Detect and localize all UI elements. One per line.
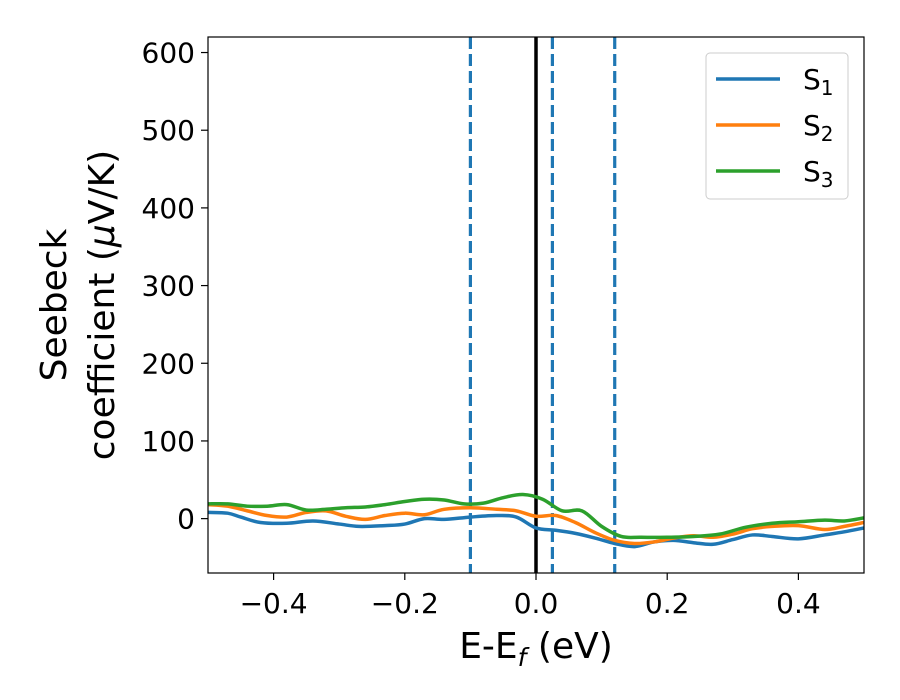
y-tick-label: 100 xyxy=(142,425,195,458)
x-axis-label-unit: (eV) xyxy=(526,626,612,667)
x-axis-label: E-Ef (eV) xyxy=(459,626,613,672)
y-tick-label: 200 xyxy=(142,347,195,380)
y-axis-label-unit: V/K) xyxy=(82,150,123,224)
x-tick-label: −0.4 xyxy=(240,587,308,620)
y-axis-label-line2: coefficient (μV/K) xyxy=(82,150,123,460)
y-tick-label: 600 xyxy=(142,37,195,70)
legend-label-s2: S2 xyxy=(803,109,834,146)
series-line-s1 xyxy=(208,510,864,549)
y-tick-label: 0 xyxy=(177,503,195,536)
x-tick-label: −0.2 xyxy=(371,587,439,620)
x-tick-label: 0.4 xyxy=(776,587,821,620)
y-axis-label: Seebeck coefficient (μV/K) xyxy=(34,150,123,460)
y-tick-label: 400 xyxy=(142,192,195,225)
x-tick-label: 0.0 xyxy=(514,587,559,620)
legend-label-s3: S3 xyxy=(803,155,834,192)
legend: S1 S2 S3 xyxy=(705,52,849,200)
x-tick-label: 0.2 xyxy=(645,587,690,620)
y-tick-label: 500 xyxy=(142,114,195,147)
y-axis-label-line1: Seebeck xyxy=(34,228,75,381)
legend-label-s1: S1 xyxy=(803,63,834,100)
y-tick-label: 300 xyxy=(142,270,195,303)
series-line-s3 xyxy=(208,492,864,540)
y-axis-label-mu: μ xyxy=(82,224,123,248)
